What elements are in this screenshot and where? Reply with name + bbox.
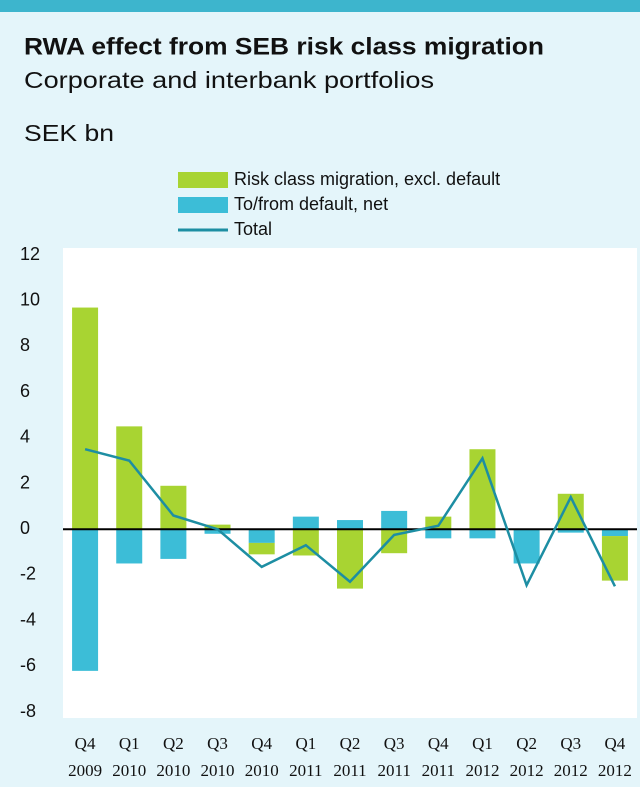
chart-title: RWA effect from SEB risk class migration: [24, 33, 544, 60]
x-tick-label: 2011: [377, 761, 410, 780]
x-tick-label: 2010: [245, 761, 279, 780]
x-tick-label: Q1: [295, 734, 316, 753]
bar: [601, 529, 628, 537]
x-tick-label: 2011: [333, 761, 366, 780]
x-tick-label: Q2: [163, 734, 184, 753]
x-tick-label: 2010: [201, 761, 235, 780]
x-tick-label: 2011: [422, 761, 455, 780]
x-tick-label: 2012: [510, 761, 544, 780]
y-tick-label: 0: [20, 518, 30, 538]
x-tick-label: Q2: [516, 734, 537, 753]
bar: [160, 529, 187, 559]
bar: [116, 529, 143, 564]
y-tick-label: 10: [20, 289, 40, 309]
legend-swatch: [178, 197, 228, 213]
legend-label: To/from default, net: [234, 194, 388, 214]
bar: [204, 524, 231, 530]
bar: [72, 307, 99, 530]
bar: [557, 529, 584, 533]
x-tick-label: Q3: [384, 734, 405, 753]
legend-label: Total: [234, 219, 272, 239]
x-tick-label: Q3: [560, 734, 581, 753]
y-tick-label: 12: [20, 244, 40, 264]
y-tick-label: 6: [20, 381, 30, 401]
y-tick-label: 4: [20, 427, 30, 447]
bar: [204, 529, 231, 534]
bar: [469, 449, 496, 530]
y-tick-label: -4: [20, 609, 36, 629]
y-tick-label: 2: [20, 472, 30, 492]
bar: [337, 529, 363, 589]
x-tick-label: 2011: [289, 761, 322, 780]
unit-label: SEK bn: [24, 120, 114, 146]
legend-swatch: [178, 172, 228, 188]
bar: [381, 529, 408, 554]
bar: [601, 536, 628, 581]
x-tick-label: 2012: [598, 761, 632, 780]
x-tick-label: 2010: [156, 761, 190, 780]
y-tick-label: -8: [20, 701, 36, 721]
y-tick-label: -2: [20, 564, 36, 584]
x-tick-label: Q4: [428, 734, 449, 753]
top-band: [0, 0, 640, 12]
x-tick-label: Q4: [75, 734, 96, 753]
plot-area: [63, 248, 637, 718]
x-tick-label: Q1: [472, 734, 493, 753]
bar: [337, 520, 363, 530]
x-tick-label: Q3: [207, 734, 228, 753]
x-tick-label: 2009: [68, 761, 102, 780]
bar: [116, 426, 143, 530]
x-tick-label: 2012: [465, 761, 499, 780]
bar: [248, 529, 275, 543]
x-tick-label: Q4: [251, 734, 272, 753]
y-tick-label: -6: [20, 655, 36, 675]
bar: [469, 529, 496, 539]
x-tick-label: Q4: [605, 734, 626, 753]
legend-label: Risk class migration, excl. default: [234, 169, 500, 189]
y-tick-label: 8: [20, 335, 30, 355]
bar: [425, 529, 452, 539]
bar: [381, 510, 408, 530]
bar: [248, 542, 275, 555]
bar: [72, 529, 99, 671]
chart-subtitle: Corporate and interbank portfolios: [24, 67, 434, 93]
x-tick-label: Q2: [340, 734, 361, 753]
x-tick-label: 2010: [112, 761, 146, 780]
total-line: [84, 448, 617, 589]
bar: [160, 485, 187, 530]
bar: [292, 516, 319, 530]
x-tick-label: Q1: [119, 734, 140, 753]
x-tick-label: 2012: [554, 761, 588, 780]
